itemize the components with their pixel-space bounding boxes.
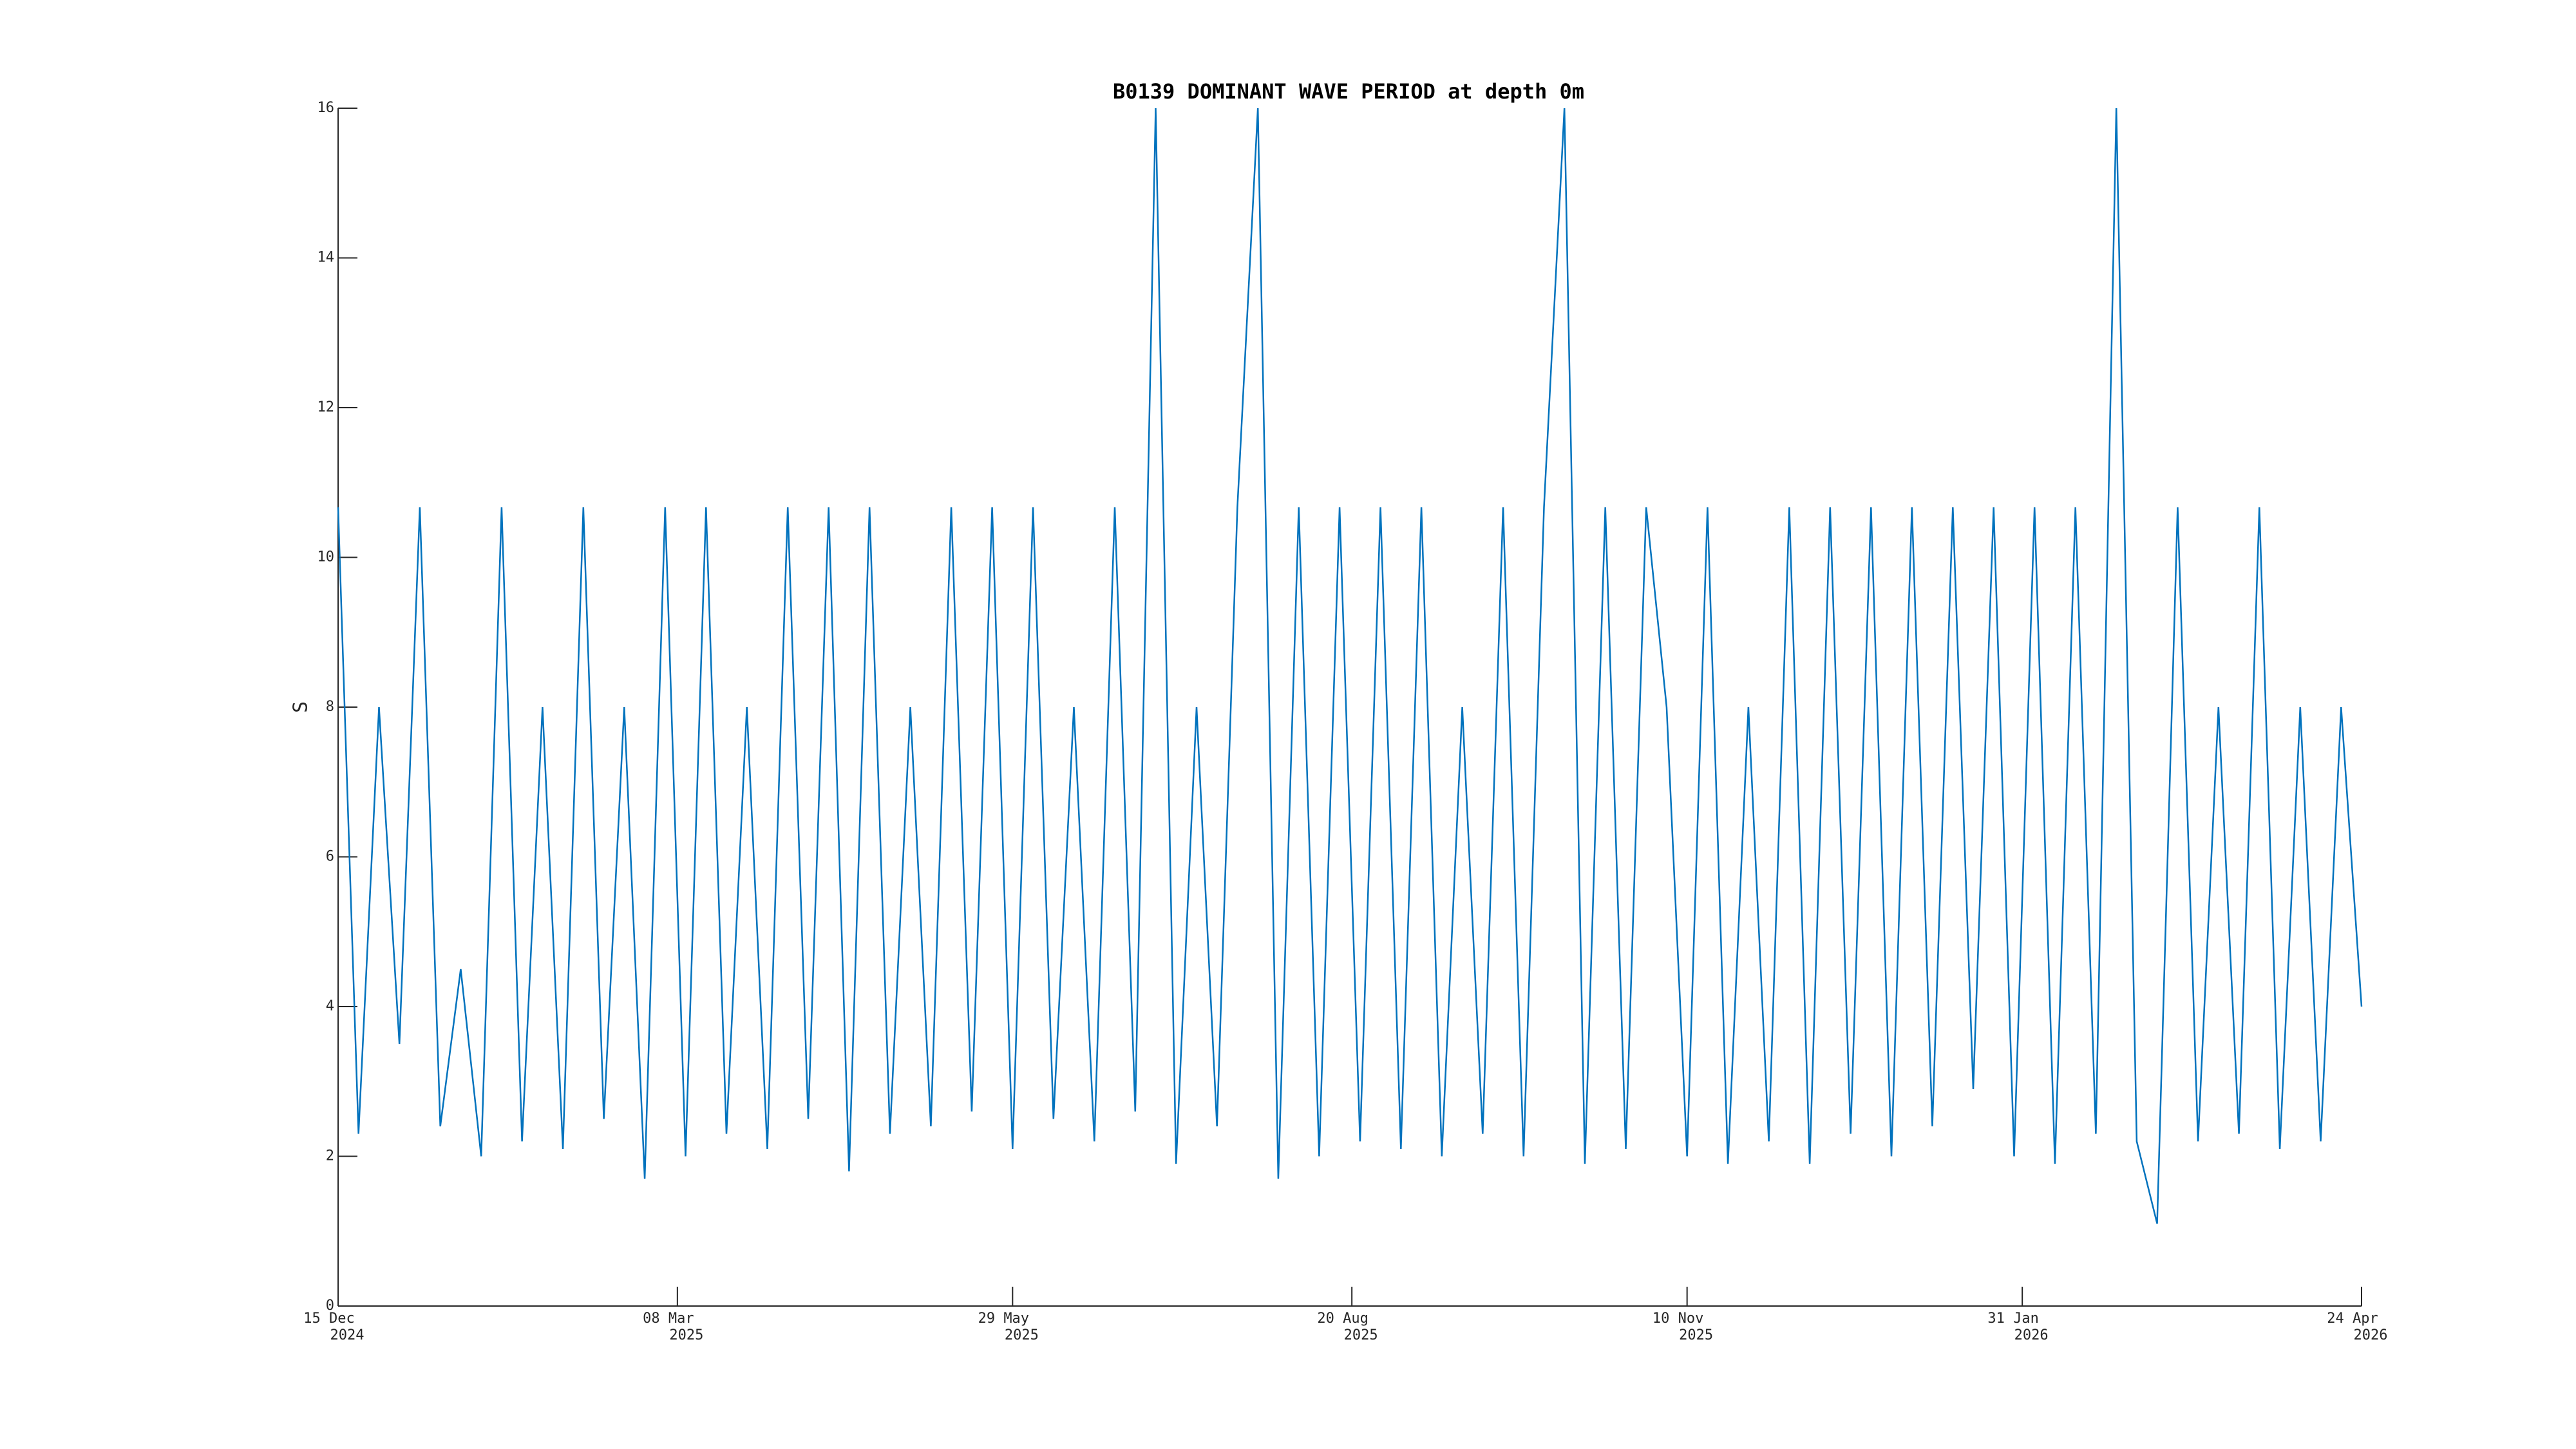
x-tick-label: 29 May [978,1311,1029,1327]
y-tick-label: 16 [317,100,335,116]
x-tick-label: 2025 [1005,1327,1039,1343]
y-tick-label: 0 [326,1298,334,1314]
y-tick-label: 2 [326,1148,334,1164]
x-tick-label: 2026 [2354,1327,2388,1343]
x-tick-label: 2025 [1344,1327,1378,1343]
x-tick-label: 2024 [330,1327,365,1343]
data-line [337,108,2363,1224]
x-tick-label: 10 Nov [1653,1311,1703,1327]
y-tick-label: 8 [326,699,334,715]
x-tick-label: 2026 [2014,1327,2049,1343]
x-tick-label: 2025 [1679,1327,1713,1343]
x-tick-label: 08 Mar [643,1311,694,1327]
chart-title: B0139 DOMINANT WAVE PERIOD at depth 0m [1113,79,1584,104]
y-tick-label: 10 [317,549,335,565]
x-tick-label: 20 Aug [1317,1311,1368,1327]
y-axis-label: S [290,701,312,713]
x-tick-label: 31 Jan [1987,1311,2038,1327]
y-tick-label: 12 [317,399,335,415]
y-tick-label: 4 [326,998,334,1014]
x-tick-label: 15 Dec [303,1311,354,1327]
x-tick-label: 2025 [669,1327,703,1343]
y-tick-label: 14 [317,250,335,266]
y-tick-label: 6 [326,849,334,865]
x-tick-label: 24 Apr [2327,1311,2378,1327]
